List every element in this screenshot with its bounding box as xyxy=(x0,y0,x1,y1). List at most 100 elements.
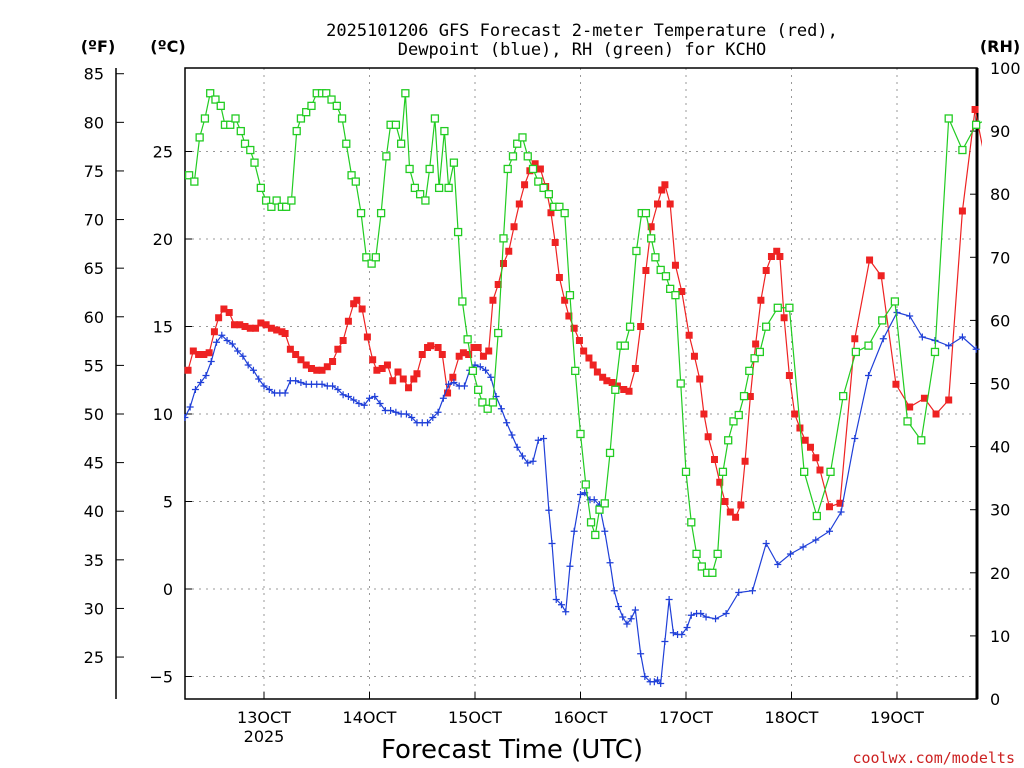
data-point-dewpoint xyxy=(392,408,400,416)
data-point-temperature xyxy=(551,239,559,246)
data-point-rh xyxy=(421,196,430,205)
data-point-dewpoint xyxy=(197,379,205,386)
data-point-rh xyxy=(539,183,548,193)
f-tick-label: 65 xyxy=(84,259,104,278)
data-point-rh xyxy=(508,152,518,161)
data-point-temperature xyxy=(344,317,352,325)
data-point-temperature xyxy=(318,366,326,374)
data-point-temperature xyxy=(383,361,391,369)
data-point-temperature xyxy=(241,323,249,330)
x-tick-sublabel: 2025 xyxy=(244,727,285,746)
data-point-dewpoint xyxy=(837,508,845,516)
data-point-temperature xyxy=(806,443,814,451)
data-point-rh xyxy=(256,183,265,193)
data-point-dewpoint xyxy=(918,333,926,341)
data-point-rh xyxy=(812,511,821,521)
data-point-rh xyxy=(184,171,194,180)
data-point-rh xyxy=(571,366,580,376)
data-point-temperature xyxy=(816,466,824,474)
data-point-temperature xyxy=(438,351,446,358)
data-point-temperature xyxy=(252,324,260,332)
rh-tick-label: 60 xyxy=(990,311,1010,330)
data-point-dewpoint xyxy=(661,638,669,645)
data-point-temperature xyxy=(281,330,289,337)
data-point-temperature xyxy=(575,337,583,344)
data-point-dewpoint xyxy=(697,610,705,617)
data-point-dewpoint xyxy=(344,393,352,400)
data-point-temperature xyxy=(570,324,578,332)
data-point-dewpoint xyxy=(687,611,695,619)
rh-tick-label: 40 xyxy=(990,438,1010,457)
data-point-temperature xyxy=(449,373,457,381)
data-point-dewpoint xyxy=(851,435,859,442)
f-tick-label: 45 xyxy=(84,454,104,473)
data-point-temperature xyxy=(985,174,992,181)
data-point-rh xyxy=(1012,317,1019,324)
data-point-dewpoint xyxy=(249,366,257,374)
rh-tick-label: 90 xyxy=(990,122,1010,141)
data-point-dewpoint xyxy=(487,373,495,381)
data-point-temperature xyxy=(637,323,645,330)
f-tick-label: 25 xyxy=(84,648,104,667)
data-point-rh xyxy=(565,291,575,300)
data-point-rh xyxy=(410,183,420,193)
data-point-dewpoint xyxy=(562,608,570,616)
f-tick-label: 30 xyxy=(84,599,104,618)
rh-tick-label: 70 xyxy=(990,248,1010,267)
data-point-temperature xyxy=(313,366,321,374)
x-tick-label: 17OCT xyxy=(659,708,713,727)
data-point-rh xyxy=(503,164,512,174)
data-point-dewpoint xyxy=(641,673,649,680)
data-point-rh xyxy=(307,101,316,111)
data-point-rh xyxy=(681,467,691,476)
rh-tick-label: 100 xyxy=(990,59,1021,78)
data-point-dewpoint xyxy=(497,405,505,413)
data-point-dewpoint xyxy=(434,408,442,416)
data-point-dewpoint xyxy=(566,562,574,570)
data-point-temperature xyxy=(704,433,712,441)
data-point-rh xyxy=(917,436,926,445)
data-point-dewpoint xyxy=(518,452,526,460)
data-point-rh xyxy=(800,467,809,476)
data-point-temperature xyxy=(671,261,679,269)
data-point-dewpoint xyxy=(665,596,673,603)
data-point-rh xyxy=(453,227,463,237)
data-point-rh xyxy=(440,126,449,136)
data-point-dewpoint xyxy=(292,377,300,385)
data-point-dewpoint xyxy=(762,540,770,547)
data-point-dewpoint xyxy=(610,587,618,595)
data-point-dewpoint xyxy=(424,419,432,427)
fahrenheit-axis: 25 30 35 40 45 50 55 60 65 70 75 80 85 xyxy=(84,65,124,667)
data-point-dewpoint xyxy=(774,561,782,568)
data-point-rh xyxy=(190,177,199,186)
data-point-rh xyxy=(351,177,360,186)
data-point-rh xyxy=(449,158,459,167)
data-point-temperature xyxy=(892,380,900,388)
x-tick-label: 18OCT xyxy=(765,708,819,727)
data-point-rh xyxy=(216,101,225,111)
data-point-temperature xyxy=(358,305,366,313)
data-point-rh xyxy=(347,171,356,180)
data-point-temperature xyxy=(405,384,413,392)
data-point-dewpoint xyxy=(334,386,342,393)
data-point-temperature xyxy=(230,321,238,329)
data-point-dewpoint xyxy=(906,312,914,320)
x-tick-label: 13OCT xyxy=(237,708,291,727)
data-point-dewpoint xyxy=(260,382,268,390)
data-point-dewpoint xyxy=(355,400,363,407)
chart-title-line1: 2025101206 GFS Forecast 2-meter Temperat… xyxy=(326,21,838,41)
data-point-dewpoint xyxy=(281,389,289,397)
data-point-rh xyxy=(851,347,861,357)
f-tick-label: 75 xyxy=(84,162,104,181)
data-point-temperature xyxy=(494,281,502,288)
data-point-temperature xyxy=(732,513,740,521)
data-point-dewpoint xyxy=(683,624,691,631)
data-point-temperature xyxy=(666,200,674,208)
data-point-temperature xyxy=(465,351,473,358)
data-point-rh xyxy=(651,253,660,262)
data-point-rh xyxy=(944,114,953,123)
data-point-rh xyxy=(250,158,259,167)
data-point-temperature xyxy=(273,326,281,334)
data-point-rh xyxy=(494,328,503,338)
